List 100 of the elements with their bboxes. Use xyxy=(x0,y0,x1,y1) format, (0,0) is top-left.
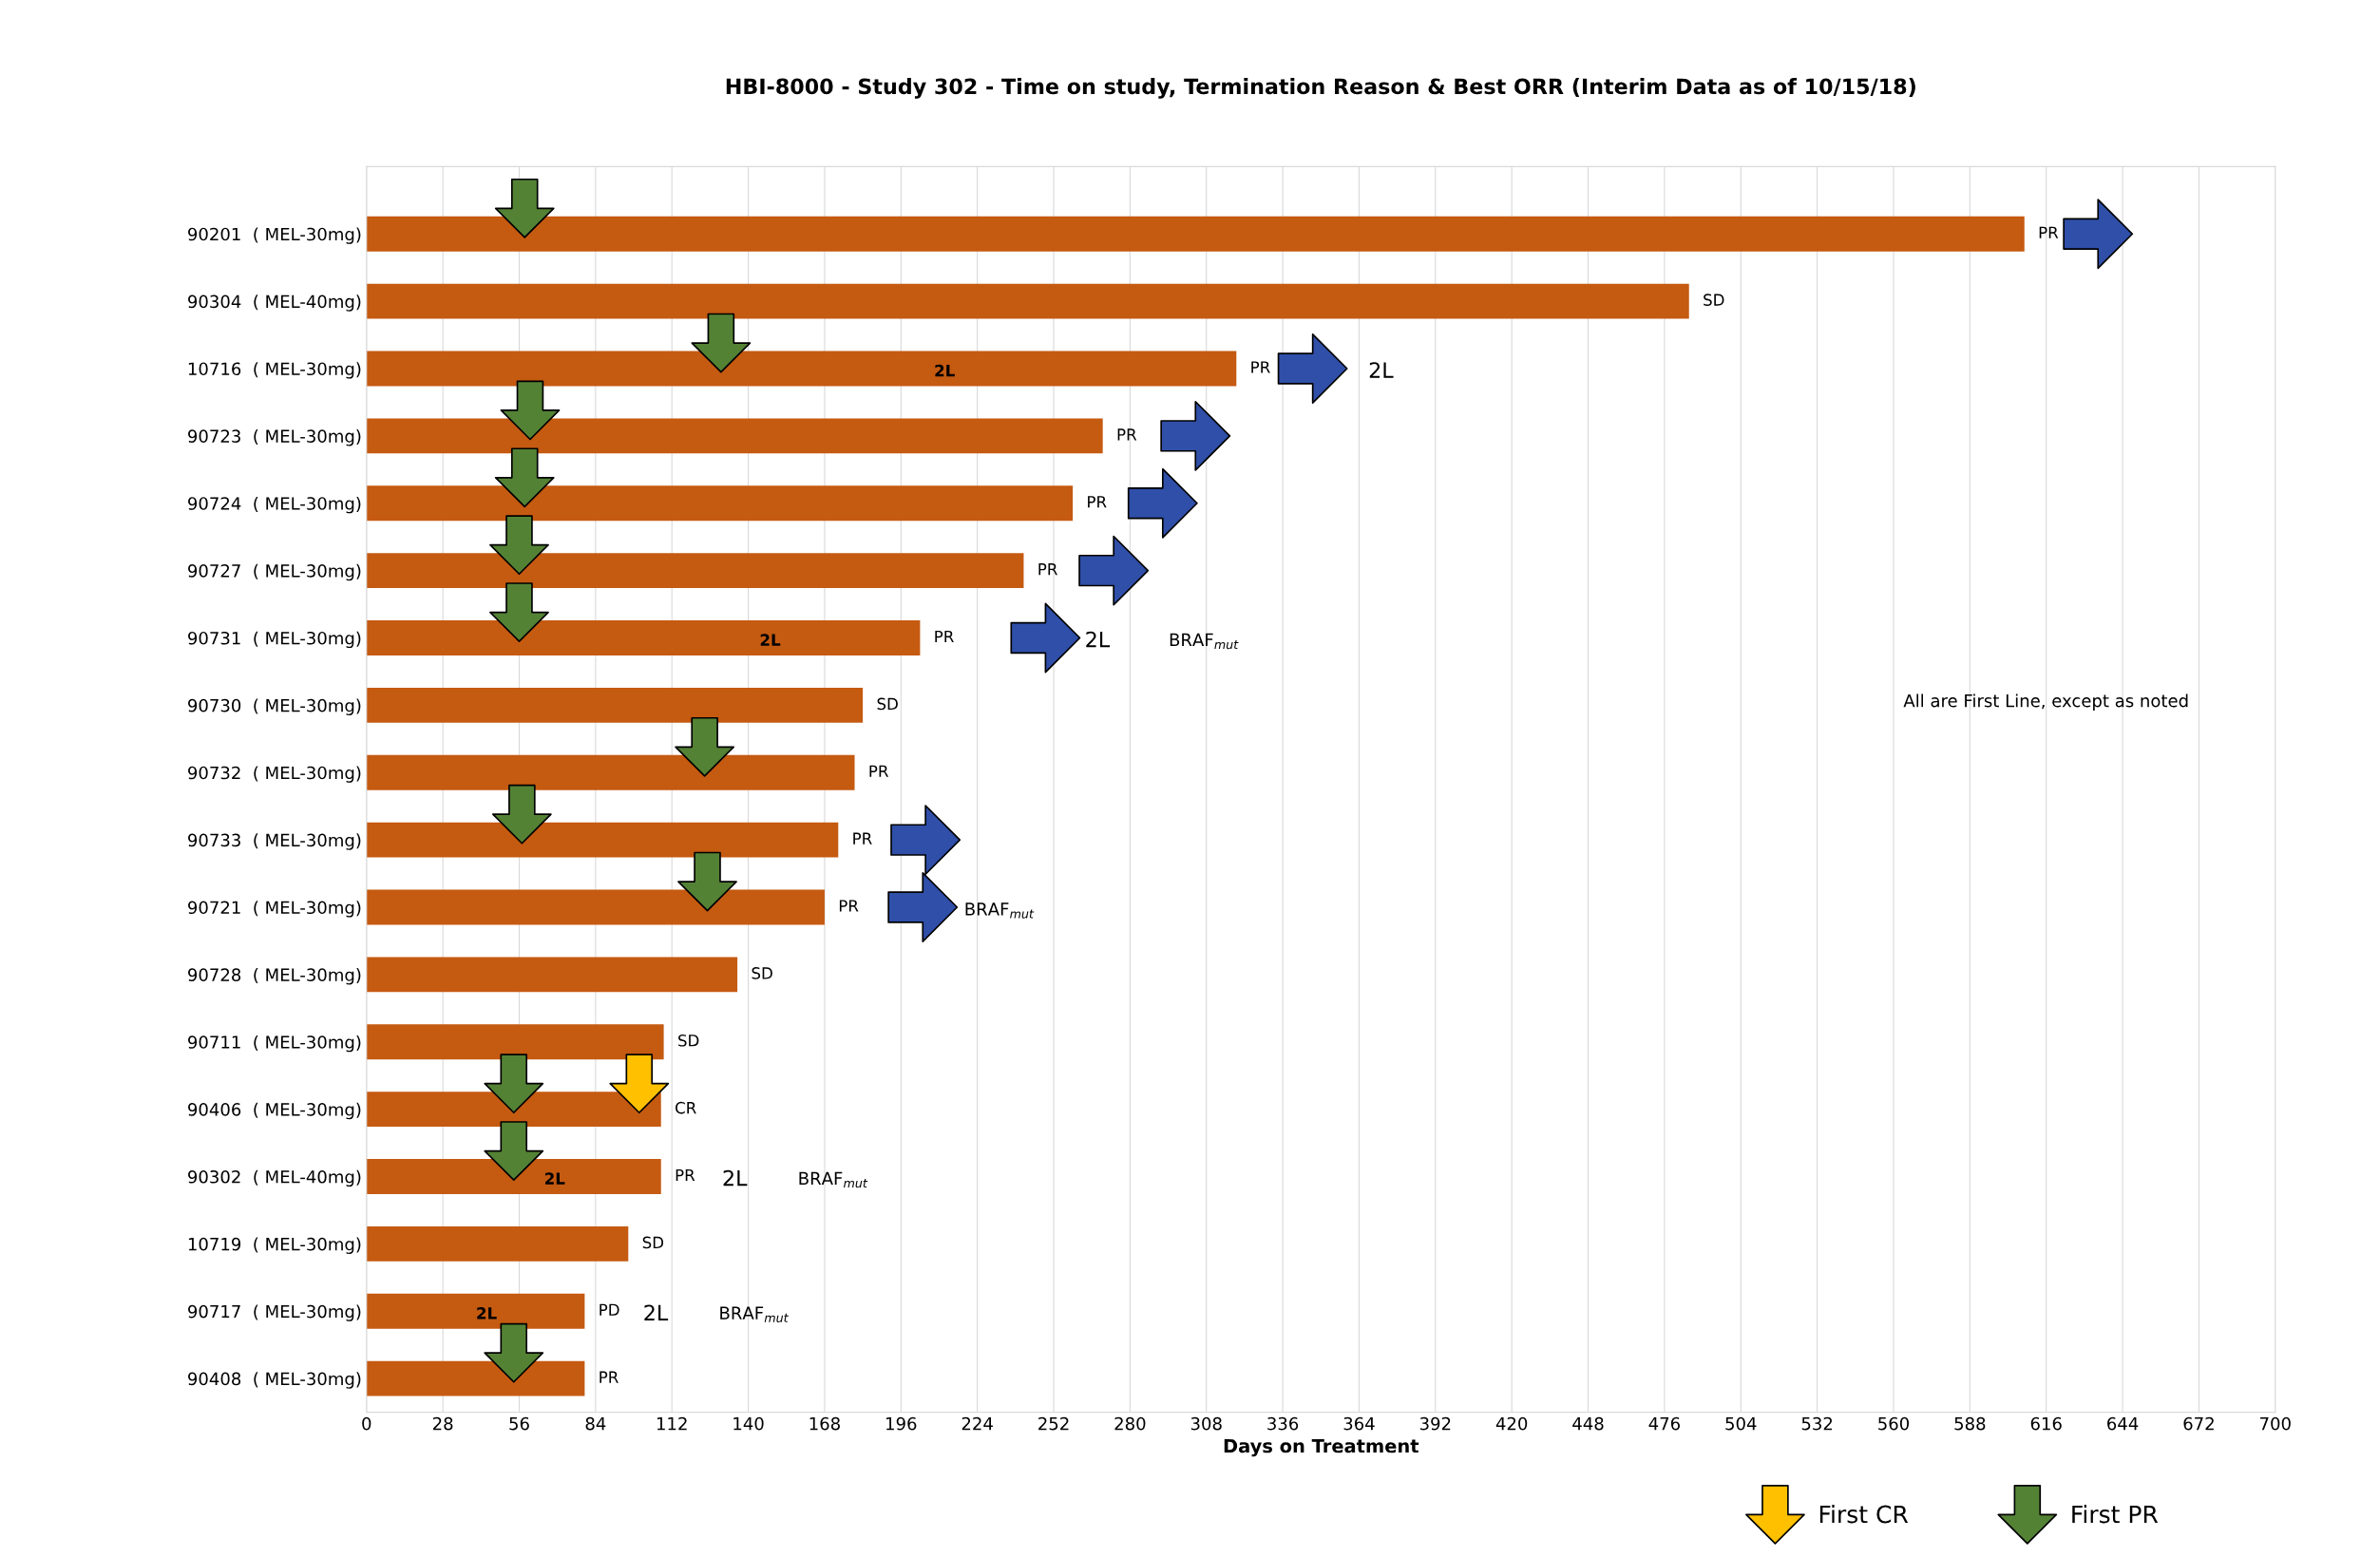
data-label: SD xyxy=(678,1034,699,1047)
y-tick-label: 90717 ( MEL-30mg) xyxy=(188,1304,361,1321)
bar xyxy=(366,754,855,790)
x-tick-label: 84 xyxy=(585,1416,606,1431)
bar xyxy=(366,822,839,858)
annotation: BRAF$_{mut}$ xyxy=(965,902,1035,919)
data-label: PR xyxy=(1088,496,1107,508)
data-label: PR xyxy=(676,1168,695,1182)
annotation: 2L xyxy=(644,1304,669,1320)
annotation: 2L xyxy=(1369,362,1394,378)
x-tick-label: 532 xyxy=(1801,1416,1833,1431)
point xyxy=(491,784,552,845)
x-tick-label: 336 xyxy=(1267,1416,1299,1431)
annotation: BRAF$_{mut}$ xyxy=(1170,633,1239,650)
y-tick-label: 90731 ( MEL-30mg) xyxy=(188,631,361,649)
y-tick-label: 90730 ( MEL-30mg) xyxy=(188,698,361,715)
point xyxy=(484,1121,544,1181)
x-tick-label: 420 xyxy=(1495,1416,1528,1431)
point xyxy=(500,380,561,441)
bar xyxy=(366,957,738,993)
bar xyxy=(366,418,1103,454)
y-tick-label: 90302 ( MEL-40mg) xyxy=(188,1169,361,1187)
point xyxy=(484,1054,544,1114)
data-label: PR xyxy=(1038,563,1057,576)
x-tick-label: 224 xyxy=(962,1416,993,1431)
point xyxy=(494,447,555,508)
annotation: All are First Line, except as noted xyxy=(1903,693,2188,711)
y-tick-label: 10716 ( MEL-30mg) xyxy=(188,362,361,379)
annotation: 2L xyxy=(1086,631,1111,648)
bar xyxy=(366,485,1074,522)
bar xyxy=(366,889,825,925)
data-label: PR xyxy=(2039,226,2059,238)
x-tick-label: 140 xyxy=(733,1416,764,1431)
bar xyxy=(366,553,1024,589)
data-label: PR xyxy=(600,1371,619,1383)
x-tick-label: 476 xyxy=(1648,1416,1680,1431)
x-tick-label: 112 xyxy=(657,1416,687,1431)
annotation: BRAF$_{mut}$ xyxy=(720,1306,789,1322)
point xyxy=(677,851,737,912)
y-tick-label: 90732 ( MEL-30mg) xyxy=(188,766,361,783)
x-tick-label: 700 xyxy=(2260,1416,2291,1431)
y-tick-label: 90728 ( MEL-30mg) xyxy=(188,968,361,985)
x-tick-label: 364 xyxy=(1343,1416,1375,1431)
bar xyxy=(366,1159,661,1194)
y-tick-label: 90733 ( MEL-30mg) xyxy=(188,833,361,850)
y-tick-label: 90723 ( MEL-30mg) xyxy=(188,429,361,446)
bar xyxy=(366,283,1689,319)
x-tick-label: 0 xyxy=(362,1416,371,1431)
x-tick-label: 560 xyxy=(1878,1416,1910,1431)
data-label: PD xyxy=(600,1303,619,1316)
point xyxy=(494,178,555,238)
text: First CR xyxy=(1819,1505,1909,1524)
point xyxy=(489,515,549,576)
x-tick-label: 616 xyxy=(2030,1416,2062,1431)
y-tick-label: 90201 ( MEL-30mg) xyxy=(188,227,361,244)
point xyxy=(691,313,752,373)
x-tick-label: 672 xyxy=(2183,1416,2214,1431)
bar xyxy=(366,351,1237,387)
x-tick-label: 308 xyxy=(1190,1416,1222,1431)
data-label: SD xyxy=(642,1236,664,1249)
data-label: CR xyxy=(676,1101,696,1114)
annotation: 2L xyxy=(723,1169,748,1187)
x-tick-label: 252 xyxy=(1038,1416,1069,1431)
annotation: 2L xyxy=(477,1307,497,1320)
x-tick-label: 504 xyxy=(1725,1416,1757,1431)
bar xyxy=(366,1293,585,1329)
data-label: SD xyxy=(877,697,898,711)
bar xyxy=(366,687,864,723)
bar xyxy=(366,620,921,655)
point xyxy=(609,1054,670,1114)
bar xyxy=(366,1225,629,1262)
point xyxy=(484,1322,544,1383)
y-tick-label: 90406 ( MEL-30mg) xyxy=(188,1102,361,1120)
annotation: 2L xyxy=(545,1172,565,1185)
annotation: 2L xyxy=(935,364,955,377)
bar xyxy=(366,1360,585,1396)
x-tick-label: 392 xyxy=(1419,1416,1451,1431)
y-tick-label: 90724 ( MEL-30mg) xyxy=(188,496,361,514)
point xyxy=(675,716,735,777)
x-tick-label: 280 xyxy=(1114,1416,1146,1431)
data-label: PR xyxy=(1117,428,1137,441)
text: First PR xyxy=(2072,1505,2159,1524)
data-label: PR xyxy=(869,765,888,777)
x-tick-label: 196 xyxy=(886,1416,917,1431)
x-tick-label: 644 xyxy=(2107,1416,2139,1431)
point xyxy=(489,582,549,642)
x-tick-label: 448 xyxy=(1572,1416,1604,1431)
annotation: 2L xyxy=(760,634,781,646)
y-tick-label: 90727 ( MEL-30mg) xyxy=(188,563,361,581)
y-tick-label: 90408 ( MEL-30mg) xyxy=(188,1372,361,1389)
y-tick-label: 10719 ( MEL-30mg) xyxy=(188,1237,361,1254)
annotation: BRAF$_{mut}$ xyxy=(799,1171,868,1188)
y-tick-label: 90721 ( MEL-30mg) xyxy=(188,901,361,918)
data-label: PR xyxy=(839,900,859,912)
data-label: SD xyxy=(752,967,772,979)
y-tick-label: 90711 ( MEL-30mg) xyxy=(188,1035,361,1053)
data-label: PR xyxy=(853,832,872,845)
data-label: SD xyxy=(1704,294,1724,306)
x-tick-label: 28 xyxy=(432,1416,453,1431)
chart-title: HBI-8000 - Study 302 - Time on study, Termination Reason & Best ORR (Interim Data as of 10/15/18) xyxy=(726,78,1915,99)
